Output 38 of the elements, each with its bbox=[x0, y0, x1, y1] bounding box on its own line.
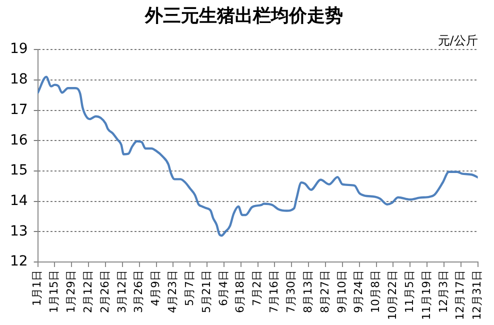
x-tick-label: 8月27日 bbox=[318, 270, 332, 314]
y-tick-label: 14 bbox=[10, 192, 28, 209]
x-tick-label: 12月3日 bbox=[436, 270, 450, 314]
x-tick-label: 7月2日 bbox=[250, 270, 264, 306]
x-tick-label: 3月26日 bbox=[132, 270, 146, 314]
x-tick-label: 8月13日 bbox=[301, 270, 314, 314]
x-tick-label: 4月9日 bbox=[149, 270, 162, 306]
x-tick-label: 6月4日 bbox=[216, 270, 230, 306]
x-tick-label: 7月16日 bbox=[268, 270, 281, 314]
y-tick-label: 12 bbox=[10, 254, 28, 270]
x-tick-label: 5月21日 bbox=[200, 270, 213, 314]
x-tick-label: 1月1日 bbox=[30, 270, 44, 306]
y-axis-title: 元/公斤 bbox=[438, 34, 478, 48]
x-tick-label: 1月15日 bbox=[48, 270, 61, 314]
y-tick-label: 17 bbox=[10, 102, 28, 118]
x-tick-label: 4月23日 bbox=[166, 270, 180, 314]
y-tick-label: 18 bbox=[10, 72, 28, 88]
y-tick-label: 13 bbox=[10, 223, 28, 240]
chart-title: 外三元生猪出栏均价走势 bbox=[144, 5, 343, 26]
x-tick-label: 6月18日 bbox=[234, 270, 247, 314]
y-tick-label: 16 bbox=[10, 132, 28, 148]
x-tick-label: 2月26日 bbox=[98, 270, 112, 314]
x-tick-label: 7月30日 bbox=[284, 270, 298, 314]
x-tick-label: 5月7日 bbox=[182, 270, 196, 306]
y-tick-label: 15 bbox=[10, 162, 28, 179]
y-tick-label: 19 bbox=[10, 41, 28, 58]
x-tick-label: 9月10日 bbox=[335, 270, 348, 314]
x-tick-label: 3月12日 bbox=[115, 270, 128, 314]
x-tick-label: 11月19日 bbox=[420, 270, 433, 320]
x-tick-label: 10月8日 bbox=[369, 270, 382, 314]
x-tick-label: 2月12日 bbox=[81, 270, 94, 314]
x-tick-label: 12月31日 bbox=[470, 270, 484, 320]
x-tick-label: 10月22日 bbox=[386, 270, 400, 320]
x-tick-label: 11月5日 bbox=[402, 270, 416, 314]
line-series bbox=[38, 76, 478, 237]
x-tick-label: 1月29日 bbox=[64, 270, 78, 314]
x-tick-label: 12月17日 bbox=[454, 270, 467, 320]
x-tick-label: 9月24日 bbox=[352, 270, 366, 314]
